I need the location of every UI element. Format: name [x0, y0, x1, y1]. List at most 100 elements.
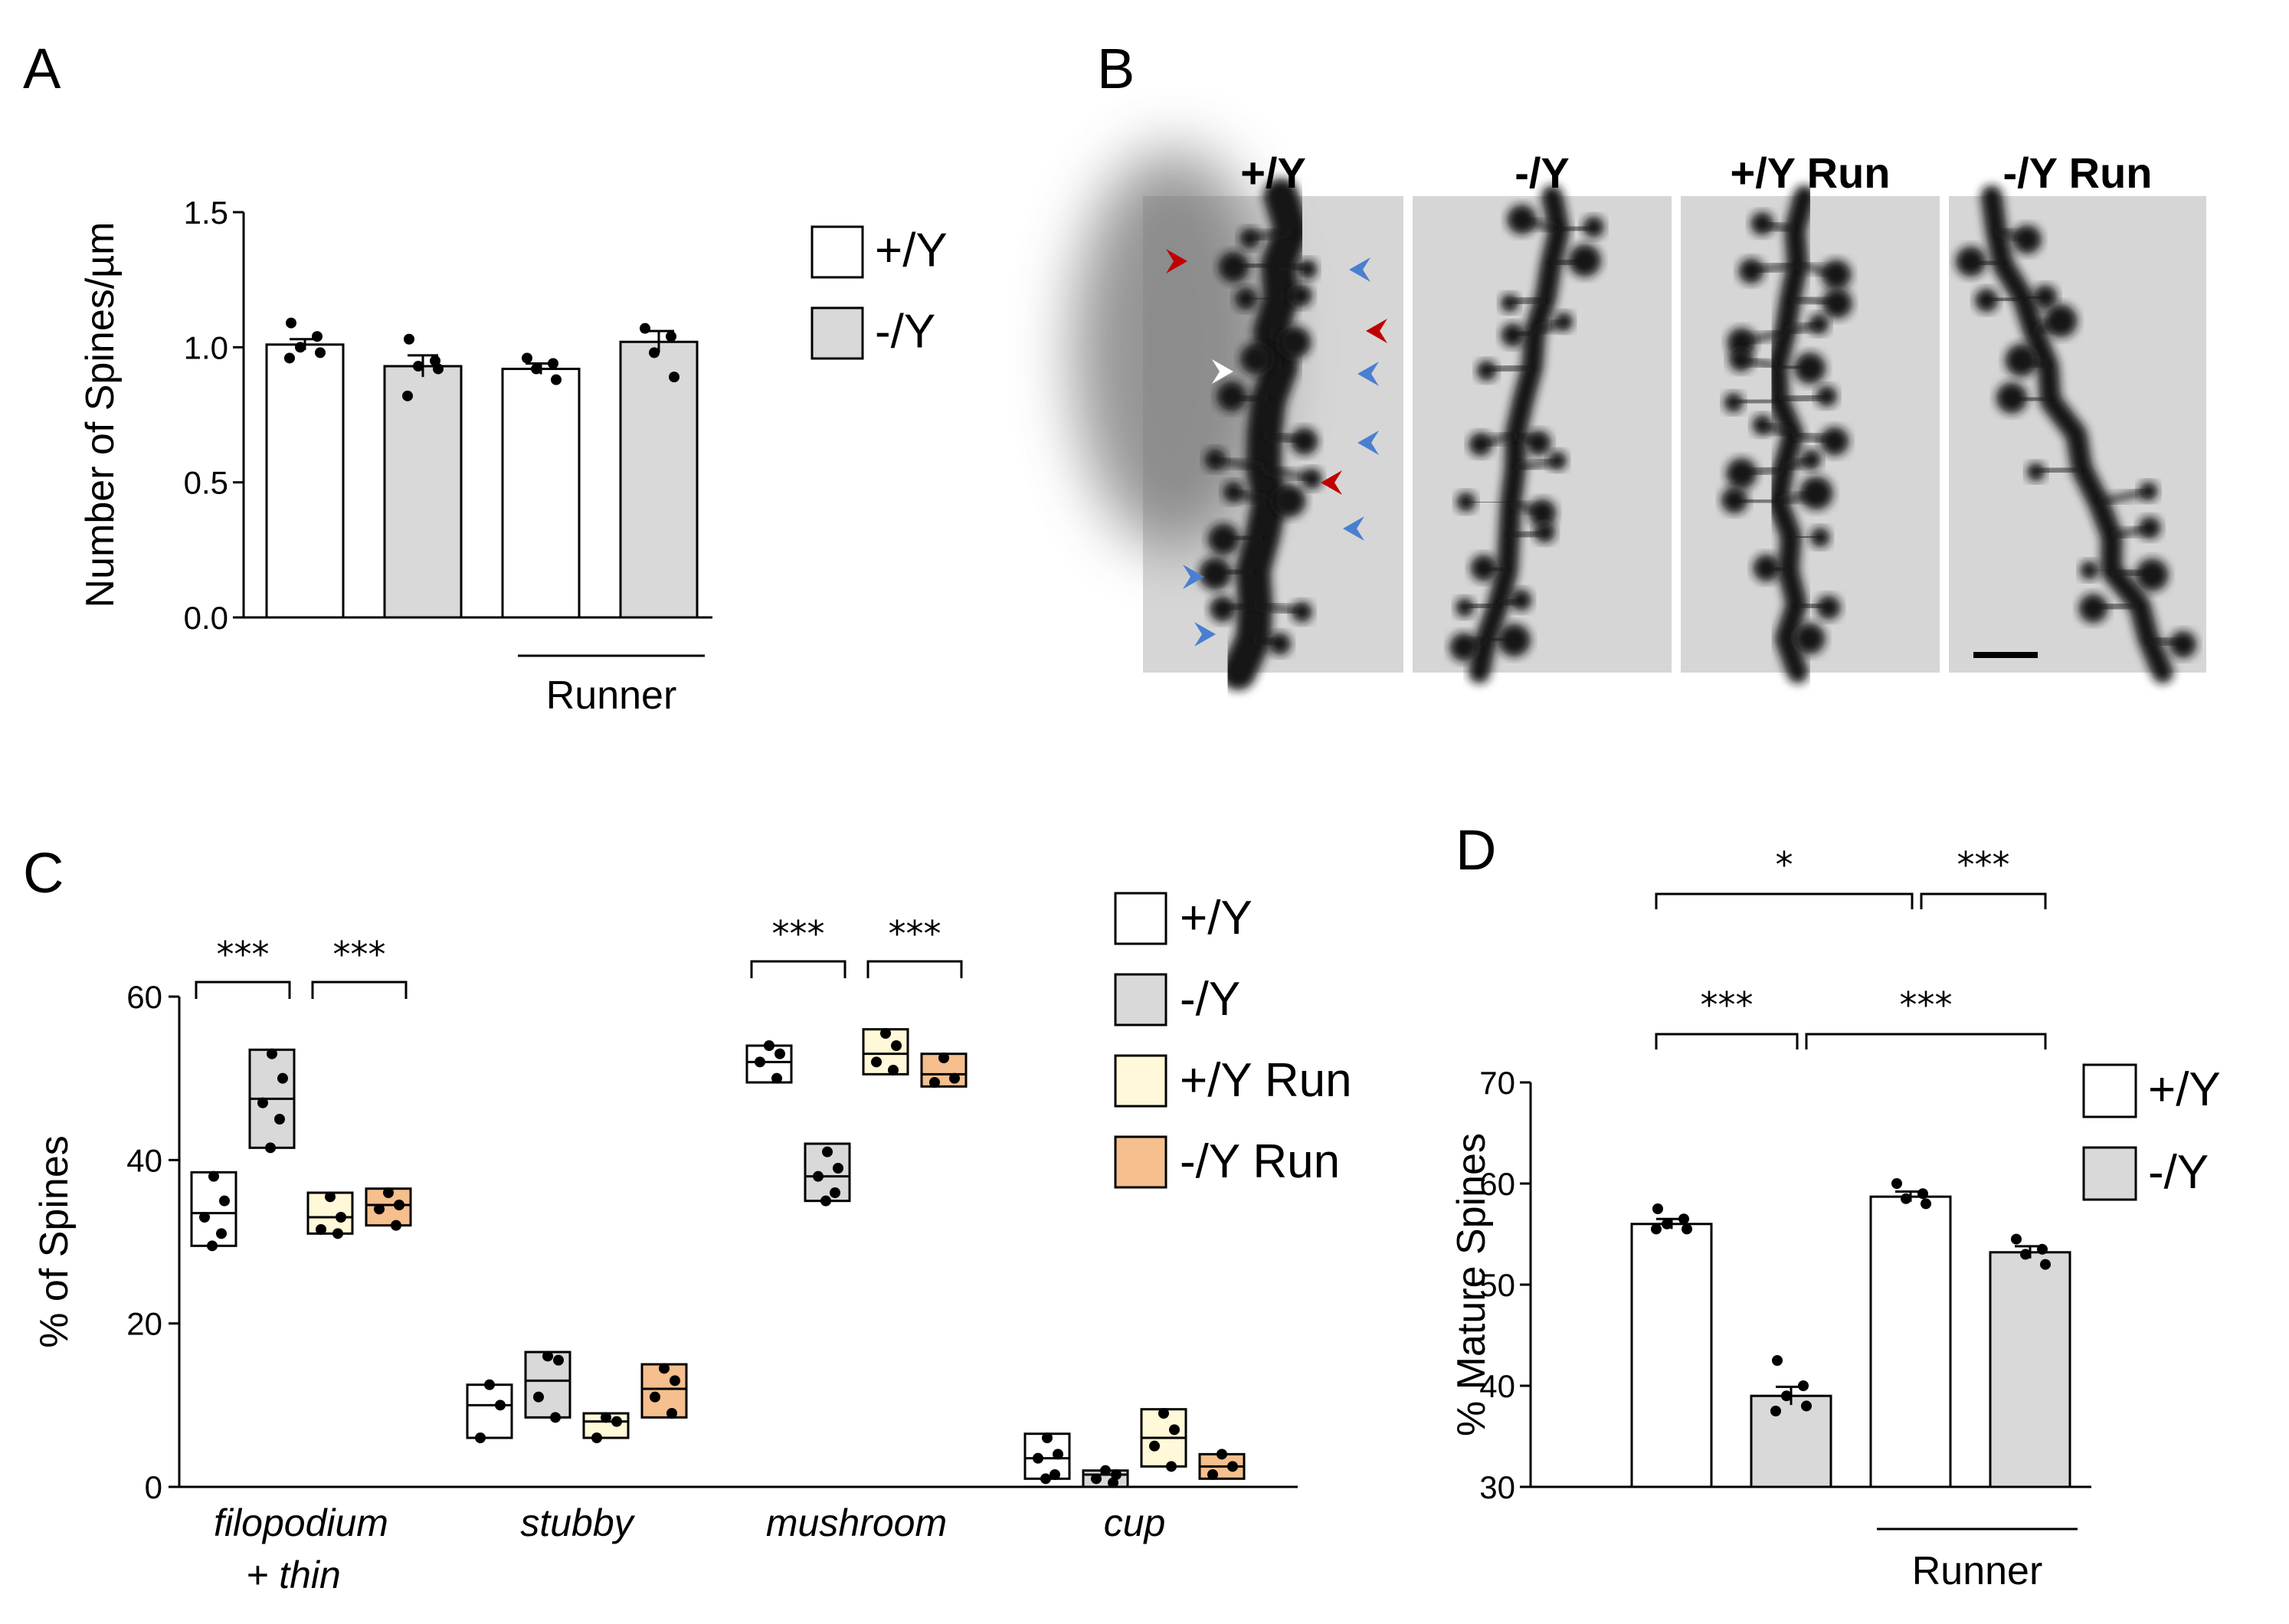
data-point: [315, 347, 326, 359]
legend-swatch: [810, 225, 864, 279]
micrograph-title: -/Y Run: [2003, 149, 2153, 197]
data-point: [1042, 1432, 1053, 1443]
legend-swatch: [2082, 1063, 2137, 1118]
data-point: [774, 1048, 785, 1059]
data-point: [216, 1228, 227, 1239]
spine-head: [1268, 632, 1292, 656]
spine-head: [1809, 527, 1830, 548]
arrowhead-blue: [1357, 362, 1379, 386]
data-point: [1108, 1477, 1118, 1488]
data-point: [1772, 1355, 1783, 1366]
spine-head: [1568, 244, 1602, 277]
data-point: [495, 1400, 506, 1411]
spine-head: [1820, 427, 1849, 456]
data-point: [2020, 1249, 2031, 1260]
data-point: [316, 1224, 326, 1235]
y-tick-label: 0: [145, 1469, 162, 1505]
panel-letter-a: A: [23, 37, 61, 100]
significance-label: ***: [333, 934, 386, 975]
y-axis-title: Number of Spines/µm: [78, 222, 123, 608]
category-label: + thin: [246, 1554, 341, 1596]
spine-head: [1793, 352, 1826, 385]
data-point: [871, 1056, 882, 1068]
spine-head: [1821, 259, 1852, 290]
legend-swatch: [1114, 973, 1167, 1026]
spine-head: [1500, 293, 1519, 313]
legend-label: -/Y: [1180, 973, 1240, 1026]
arrowhead-blue: [1349, 257, 1370, 282]
significance-label: ***: [1900, 984, 1953, 1026]
data-point: [402, 390, 413, 401]
data-point: [551, 374, 562, 385]
category-label: stubby: [520, 1501, 635, 1544]
data-point: [640, 323, 650, 334]
box: [466, 1383, 513, 1439]
data-point: [199, 1212, 210, 1223]
data-point: [1917, 1188, 1928, 1200]
bar: [501, 368, 581, 619]
arrowhead-blue: [1343, 516, 1364, 541]
data-point: [1801, 1400, 1812, 1412]
y-tick-label: 40: [1479, 1368, 1515, 1404]
data-point: [1678, 1213, 1689, 1225]
data-point: [548, 358, 558, 369]
bar: [1869, 1195, 1952, 1488]
spine-head: [1822, 288, 1853, 319]
legend-label: +/Y: [875, 224, 948, 277]
y-tick-label: 1.0: [184, 329, 228, 365]
spine-head: [1738, 258, 1764, 284]
panel-letter-b: B: [1097, 37, 1135, 100]
data-point: [822, 1146, 833, 1157]
dendrite: [1220, 178, 1309, 690]
significance-bracket: [866, 960, 963, 978]
legend-label: +/Y: [1180, 892, 1253, 945]
spine-head: [1218, 251, 1249, 283]
legend-swatch: [1114, 1135, 1167, 1189]
spine-head: [1217, 381, 1247, 412]
category-label: filopodium: [214, 1501, 388, 1544]
spine-head: [1800, 449, 1822, 470]
spine-head: [2169, 630, 2197, 659]
data-point: [1091, 1473, 1102, 1485]
spine-head: [2005, 343, 2038, 377]
spine-head: [2044, 304, 2078, 338]
data-point: [1770, 1406, 1781, 1416]
y-tick-label: 0.5: [184, 465, 228, 501]
significance-label: ***: [1701, 984, 1754, 1026]
runner-group-label: Runner: [546, 673, 677, 718]
spine-head: [1449, 633, 1479, 662]
spine-head: [2078, 594, 2108, 624]
spine-head: [1279, 326, 1312, 359]
spine-head: [1207, 523, 1240, 555]
spine-head: [1996, 382, 2028, 414]
spine-head: [1534, 521, 1556, 543]
spine-head: [2012, 224, 2042, 254]
spine-head: [1470, 555, 1498, 581]
spine-head: [1554, 312, 1573, 332]
spine-head: [1726, 457, 1757, 489]
data-point: [332, 1228, 343, 1239]
significance-bracket: [1920, 892, 2047, 909]
category-label: cup: [1104, 1501, 1166, 1544]
micrograph: [1681, 185, 1940, 683]
data-point: [336, 1212, 346, 1223]
data-point: [553, 1354, 564, 1366]
data-point: [550, 1412, 561, 1423]
spine-head: [1752, 414, 1773, 436]
spine-head: [1239, 228, 1261, 249]
significance-bracket: [1805, 1033, 2047, 1049]
micrograph-shading: [1074, 150, 1273, 548]
bar: [383, 365, 463, 619]
data-point: [219, 1195, 230, 1207]
data-point: [938, 1053, 949, 1063]
data-point: [670, 1375, 680, 1387]
spine-head: [1753, 554, 1780, 582]
data-point: [404, 333, 414, 345]
data-point: [284, 352, 295, 364]
data-point: [1050, 1469, 1060, 1480]
significance-label: ***: [1957, 844, 2010, 886]
data-point: [312, 331, 323, 342]
data-point: [208, 1171, 219, 1182]
spine-head: [1234, 287, 1258, 310]
spine-head: [1799, 476, 1833, 510]
